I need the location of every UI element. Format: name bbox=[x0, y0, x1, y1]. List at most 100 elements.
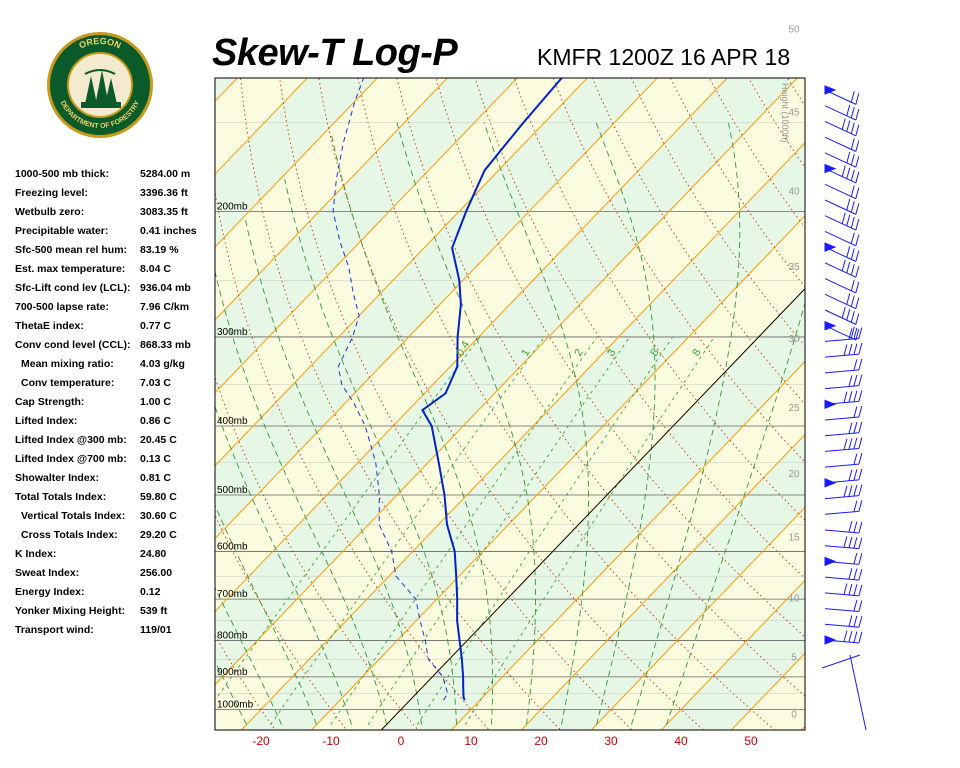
wind-barb bbox=[824, 453, 863, 468]
wind-barb bbox=[824, 437, 863, 452]
index-label: Cross Totals Index: bbox=[21, 529, 118, 541]
wind-barb bbox=[824, 183, 860, 200]
index-row: Showalter Index: 0.81 C bbox=[15, 472, 215, 491]
index-label: Est. max temperature: bbox=[15, 263, 126, 275]
wind-barb-staff bbox=[824, 262, 857, 278]
wind-barb-flag bbox=[858, 374, 863, 386]
wind-barb-flag bbox=[853, 406, 858, 418]
mixing-ratio-line bbox=[330, 336, 598, 725]
wind-barb-flag bbox=[853, 552, 858, 565]
index-label: K Index: bbox=[15, 548, 57, 560]
wind-barb-flag bbox=[846, 293, 851, 305]
wind-barb-pennant bbox=[824, 242, 837, 252]
chart-title: Skew-T Log-P bbox=[212, 32, 458, 74]
wind-barb-flag bbox=[850, 311, 855, 323]
wind-barb-staff bbox=[824, 529, 859, 534]
wind-barb-flag bbox=[848, 469, 853, 481]
index-label: Sweat Index: bbox=[15, 567, 80, 579]
wind-barb-flag bbox=[850, 153, 855, 166]
index-value: 936.04 mb bbox=[140, 282, 191, 294]
wind-barb bbox=[824, 163, 860, 184]
wind-barb-flag bbox=[853, 484, 858, 497]
wind-barb-staff bbox=[824, 337, 859, 342]
wind-barb-flag bbox=[855, 108, 860, 121]
wind-barb-flag bbox=[855, 250, 860, 262]
wind-barb-flag bbox=[858, 584, 863, 596]
x-tick-label: 40 bbox=[674, 734, 688, 748]
wind-barb-flag bbox=[858, 631, 863, 644]
wind-barb-flag bbox=[848, 375, 853, 387]
index-row: Cross Totals Index: 29.20 C bbox=[15, 529, 215, 548]
wind-barb-flag bbox=[853, 359, 858, 371]
index-value: 5284.00 m bbox=[140, 168, 191, 180]
wind-barb-flag bbox=[846, 261, 851, 274]
dry-adiabat-line bbox=[834, 0, 960, 739]
index-value: 24.80 bbox=[140, 548, 167, 560]
wind-barb-flag bbox=[850, 295, 855, 307]
mixing-ratio-line bbox=[367, 336, 631, 725]
x-tick-label: 50 bbox=[744, 734, 758, 748]
index-value: 3083.35 ft bbox=[140, 206, 188, 218]
dewpoint-trace bbox=[332, 78, 449, 701]
wind-barb-flag bbox=[858, 453, 863, 465]
index-value: 83.19 % bbox=[140, 244, 179, 256]
index-row: Lifted Index @300 mb: 20.45 C bbox=[15, 434, 215, 453]
wind-barb-flag bbox=[855, 313, 860, 325]
index-value: 539 ft bbox=[140, 605, 168, 617]
isotherm-line bbox=[215, 78, 518, 394]
wind-barb bbox=[824, 536, 863, 550]
index-row: Sfc-500 mean rel hum: 83.19 % bbox=[15, 244, 215, 263]
wind-barb bbox=[824, 568, 863, 581]
wind-barb-flag bbox=[843, 485, 848, 498]
wind-barb-flag bbox=[855, 297, 860, 309]
dry-adiabat-line bbox=[240, 78, 562, 730]
wind-barb-pennant bbox=[824, 320, 837, 331]
wind-barb-surface bbox=[849, 654, 867, 731]
index-row: Energy Index: 0.12 bbox=[15, 586, 215, 605]
height-tick-label: 15 bbox=[788, 533, 800, 544]
wind-barb-flag bbox=[853, 422, 858, 434]
index-value: 30.60 C bbox=[140, 510, 177, 522]
wind-barb-staff bbox=[824, 353, 859, 358]
wind-barb-flag bbox=[858, 468, 863, 481]
dry-adiabat-line bbox=[215, 189, 490, 730]
wind-barb bbox=[824, 230, 860, 247]
wind-barb-flag bbox=[841, 259, 846, 272]
wind-barb-flag bbox=[858, 484, 863, 496]
wind-barb-flag bbox=[848, 630, 853, 643]
wind-barb-flag bbox=[858, 600, 863, 612]
wind-barb-flag bbox=[848, 438, 853, 450]
moist-adiabat-line bbox=[631, 122, 741, 725]
wind-barb-column bbox=[821, 85, 867, 731]
x-tick-label: 0 bbox=[398, 734, 405, 748]
index-row: ThetaE index: 0.77 C bbox=[15, 320, 215, 339]
wind-barb-flag bbox=[848, 583, 853, 596]
wind-barb-flag bbox=[841, 306, 846, 319]
wind-barb bbox=[824, 293, 860, 310]
index-row: Yonker Mixing Height: 539 ft bbox=[15, 605, 215, 624]
wind-barb-staff bbox=[824, 623, 859, 628]
isotherm-line bbox=[0, 0, 171, 739]
wind-barb-staff bbox=[824, 608, 859, 613]
index-row: Freezing level: 3396.36 ft bbox=[15, 187, 215, 206]
wind-barb-staff bbox=[824, 136, 857, 152]
height-axis-label: Height (1000ft) bbox=[780, 83, 790, 143]
wind-barb-flag bbox=[843, 583, 848, 595]
dry-adiabat-line bbox=[474, 78, 805, 579]
wind-barb-flag bbox=[855, 93, 860, 105]
wind-barb bbox=[824, 151, 860, 168]
height-tick-label: 45 bbox=[788, 108, 800, 119]
logo-text: OREGON bbox=[78, 36, 123, 51]
isotherm-line bbox=[660, 579, 805, 730]
wind-barb-pennant bbox=[824, 556, 837, 567]
index-row: Lifted Index: 0.86 C bbox=[15, 415, 215, 434]
isotherm-line bbox=[215, 78, 588, 467]
wind-barb bbox=[824, 199, 860, 215]
wind-barb-flag bbox=[848, 328, 853, 340]
isotherm-line bbox=[310, 215, 805, 730]
wind-barb-flag bbox=[853, 537, 858, 549]
wind-barb-flag bbox=[846, 104, 851, 116]
index-label: Vertical Totals Index: bbox=[21, 510, 126, 522]
temperature-band bbox=[801, 726, 805, 730]
wind-barb bbox=[824, 306, 860, 325]
